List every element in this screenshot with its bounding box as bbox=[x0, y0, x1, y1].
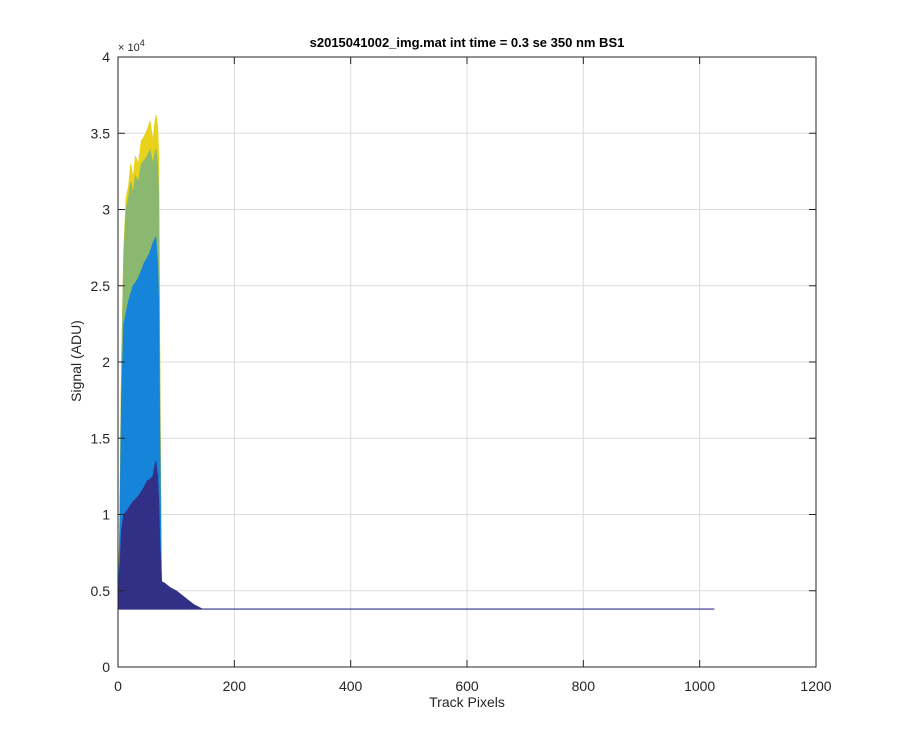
y-tick-label: 4 bbox=[102, 49, 110, 65]
x-tick-label: 600 bbox=[455, 678, 479, 694]
y-axis-exponent-base: × 10 bbox=[118, 42, 140, 54]
plot-series bbox=[117, 114, 715, 610]
y-tick-label: 0 bbox=[102, 659, 110, 675]
y-axis-label: Signal (ADU) bbox=[68, 320, 84, 402]
y-tick-label: 2 bbox=[102, 354, 110, 370]
x-axis-label: Track Pixels bbox=[429, 694, 505, 710]
y-tick-label: 3.5 bbox=[91, 125, 111, 141]
x-tick-label: 200 bbox=[223, 678, 247, 694]
y-tick-label: 0.5 bbox=[91, 583, 111, 599]
x-tick-label: 0 bbox=[114, 678, 122, 694]
x-tick-label: 400 bbox=[339, 678, 363, 694]
y-tick-label: 1 bbox=[102, 507, 110, 523]
x-tick-label: 1200 bbox=[800, 678, 831, 694]
y-axis-exponent: × 104 bbox=[118, 38, 145, 54]
axis-ticks: 0 200 400 600 800 1000 1200 0 0.5 1 1.5 2 2.5 3 3.5 4 bbox=[91, 49, 832, 694]
chart-title: s2015041002_img.mat int time = 0.3 se 35… bbox=[310, 35, 625, 50]
series-area-4 bbox=[117, 461, 715, 610]
y-axis-exponent-power: 4 bbox=[140, 38, 145, 48]
x-tick-label: 1000 bbox=[684, 678, 715, 694]
y-tick-label: 3 bbox=[102, 202, 110, 218]
x-tick-label: 800 bbox=[572, 678, 596, 694]
y-tick-label: 1.5 bbox=[91, 430, 111, 446]
y-tick-label: 2.5 bbox=[91, 278, 111, 294]
